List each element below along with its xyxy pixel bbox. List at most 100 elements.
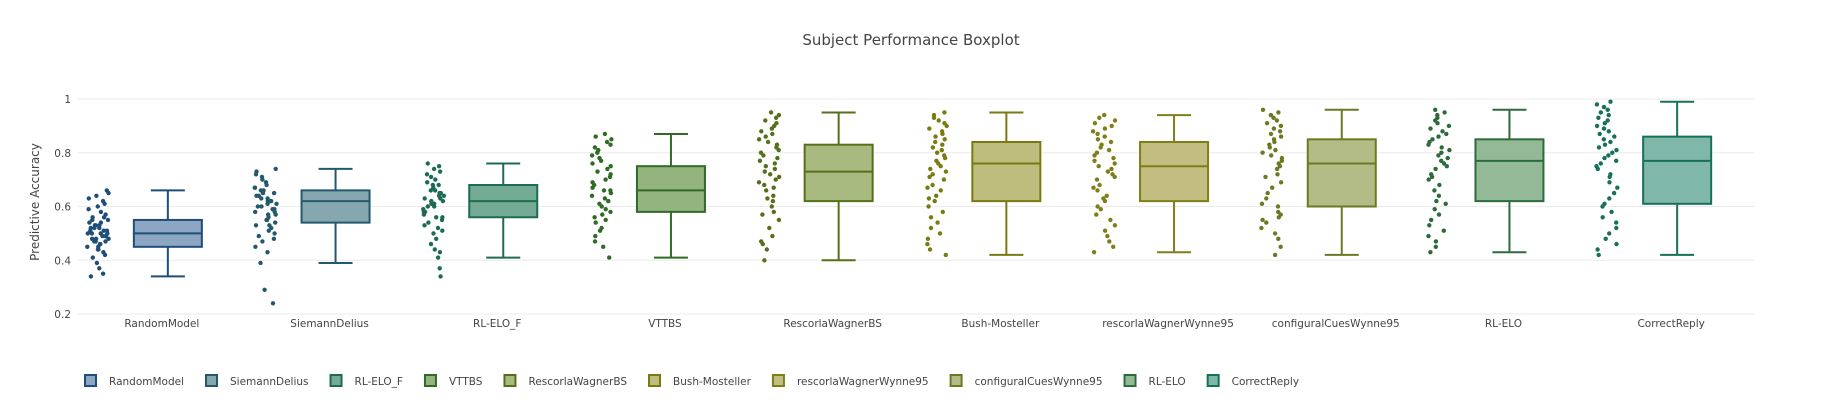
data-point	[608, 142, 613, 147]
data-point	[604, 139, 610, 145]
data-point	[608, 172, 613, 177]
data-point	[1111, 155, 1116, 161]
data-point	[768, 172, 773, 177]
data-point	[90, 215, 95, 220]
data-point	[253, 223, 259, 228]
data-point	[1614, 158, 1619, 163]
legend-label: RandomModel	[109, 376, 184, 388]
data-point	[763, 164, 768, 169]
data-point	[1264, 220, 1269, 225]
data-point	[771, 193, 776, 198]
data-point	[1439, 158, 1444, 163]
data-point	[254, 169, 259, 174]
data-point	[273, 166, 278, 172]
data-point	[932, 198, 937, 204]
data-point	[599, 225, 604, 231]
data-point	[434, 236, 439, 241]
data-point	[272, 207, 277, 212]
data-point	[1277, 129, 1283, 134]
data-point	[256, 233, 261, 239]
iqr-box	[635, 165, 706, 213]
data-point	[756, 137, 762, 142]
data-point	[1276, 110, 1281, 115]
legend-item: RandomModel	[84, 374, 184, 388]
data-point	[1436, 153, 1441, 158]
data-point	[773, 177, 778, 182]
data-point	[265, 250, 270, 255]
data-point	[1602, 142, 1608, 147]
data-point	[589, 193, 595, 198]
data-point	[271, 236, 277, 241]
data-point	[424, 172, 430, 177]
data-point	[608, 209, 613, 215]
data-point	[1275, 204, 1281, 209]
data-point	[105, 217, 111, 223]
legend-swatch	[84, 374, 97, 387]
iqr-box	[971, 141, 1042, 203]
data-point	[1272, 231, 1278, 236]
data-point	[1264, 196, 1269, 201]
data-point	[433, 177, 438, 182]
data-point	[430, 182, 436, 188]
data-point	[765, 139, 771, 145]
data-point	[1099, 142, 1104, 147]
data-point	[1436, 134, 1441, 139]
data-point	[1603, 236, 1608, 241]
data-point	[104, 228, 110, 233]
y-axis-label: Predictive Accuracy	[28, 143, 42, 261]
data-point	[1107, 239, 1112, 244]
data-point	[1614, 225, 1619, 231]
data-point	[98, 220, 104, 225]
data-point	[1614, 147, 1619, 153]
box-group	[1259, 107, 1377, 258]
data-point	[1447, 147, 1452, 153]
data-point	[1098, 207, 1104, 212]
data-point	[87, 220, 92, 225]
data-point	[255, 204, 260, 209]
data-point	[1260, 150, 1265, 155]
data-point	[772, 161, 777, 166]
data-point	[763, 118, 768, 123]
data-point	[438, 274, 443, 279]
data-point	[597, 201, 602, 206]
data-point	[593, 220, 598, 225]
data-point	[253, 209, 258, 215]
data-point	[759, 129, 764, 134]
data-point	[601, 188, 607, 193]
data-point	[925, 241, 930, 247]
data-point	[933, 134, 938, 139]
data-point	[1446, 123, 1452, 129]
data-point	[1444, 164, 1450, 169]
data-point	[259, 174, 265, 180]
data-point	[421, 207, 426, 212]
legend-swatch	[1206, 374, 1220, 387]
data-point	[1607, 180, 1612, 185]
data-point	[927, 126, 932, 131]
data-point	[930, 172, 935, 177]
data-point	[1598, 110, 1604, 115]
iqr-box	[803, 143, 874, 203]
data-point	[1433, 107, 1438, 113]
data-point	[266, 212, 271, 217]
data-point	[1426, 177, 1431, 182]
data-point	[1596, 115, 1601, 121]
data-point	[940, 142, 945, 147]
data-point	[1102, 134, 1107, 139]
data-point	[926, 196, 932, 201]
data-point	[942, 110, 947, 115]
data-point	[942, 153, 947, 158]
data-point	[1096, 164, 1101, 169]
data-point	[602, 131, 608, 137]
data-point	[767, 225, 772, 231]
data-point	[1607, 231, 1612, 236]
legend-swatch	[503, 374, 517, 387]
data-point	[1273, 147, 1278, 153]
data-point	[1606, 153, 1611, 158]
data-point	[771, 185, 776, 190]
data-point	[931, 112, 937, 118]
data-point	[100, 271, 106, 276]
data-point	[1597, 131, 1602, 137]
data-point	[437, 266, 442, 271]
data-point	[441, 193, 447, 198]
